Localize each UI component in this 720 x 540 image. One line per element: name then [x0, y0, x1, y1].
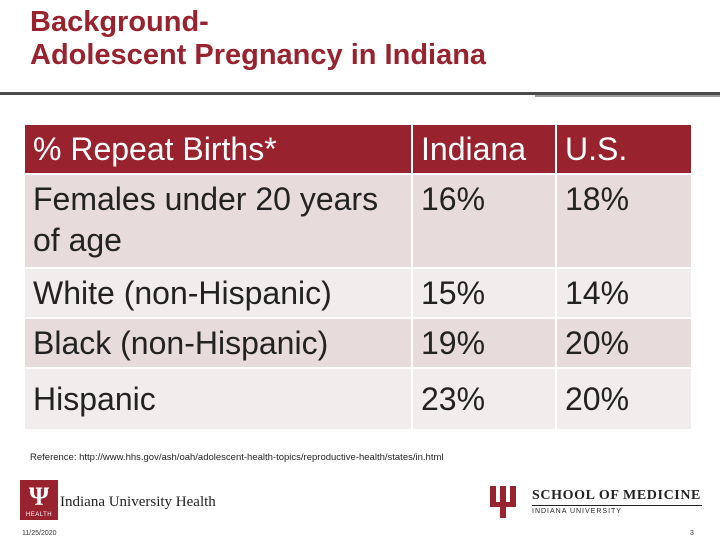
school-of-medicine-divider: [532, 505, 702, 506]
school-of-medicine-subtitle: INDIANA UNIVERSITY: [532, 508, 622, 515]
table-row: White (non-Hispanic) 15% 14%: [23, 267, 693, 319]
us-value: 20%: [555, 317, 693, 369]
table-row: Black (non-Hispanic) 19% 20%: [23, 317, 693, 369]
row-label: Black (non-Hispanic): [23, 317, 413, 369]
iu-health-logo: Ψ HEALTH: [20, 480, 58, 520]
us-value: 20%: [555, 367, 693, 431]
title-divider-accent: [535, 95, 720, 97]
header-cell-us: U.S.: [555, 123, 693, 175]
us-value: 14%: [555, 267, 693, 319]
page-number: 3: [690, 530, 694, 537]
indiana-value: 19%: [411, 317, 557, 369]
reference-link[interactable]: Reference: http://www.hhs.gov/ash/oah/ad…: [30, 452, 444, 463]
iu-health-name: Indiana University Health: [60, 494, 216, 510]
title-line-1: Background-: [30, 6, 209, 38]
header-cell-category: % Repeat Births*: [23, 123, 413, 175]
row-label: Hispanic: [23, 367, 413, 431]
repeat-births-table: % Repeat Births* Indiana U.S. Females un…: [23, 123, 693, 431]
us-value: 18%: [555, 173, 693, 269]
school-of-medicine-title: SCHOOL OF MEDICINE: [532, 488, 701, 503]
iu-health-logo-mark: HEALTH: [25, 512, 53, 518]
indiana-value: 16%: [411, 173, 557, 269]
slide-date: 11/25/2020: [22, 530, 57, 537]
indiana-value: 23%: [411, 367, 557, 431]
table-row: Females under 20 years of age 16% 18%: [23, 173, 693, 269]
title-line-2: Adolescent Pregnancy in Indiana: [30, 39, 487, 71]
title-divider: [0, 92, 720, 95]
table-row: Hispanic 23% 20%: [23, 367, 693, 431]
iu-trident-icon: [490, 486, 516, 518]
table-header-row: % Repeat Births* Indiana U.S.: [23, 123, 693, 175]
slide-title: Background- Adolescent Pregnancy in Indi…: [30, 6, 700, 72]
header-cell-indiana: Indiana: [411, 123, 557, 175]
indiana-value: 15%: [411, 267, 557, 319]
iu-trident-icon: Ψ: [28, 482, 50, 511]
row-label: Females under 20 years of age: [23, 173, 413, 269]
row-label: White (non-Hispanic): [23, 267, 413, 319]
